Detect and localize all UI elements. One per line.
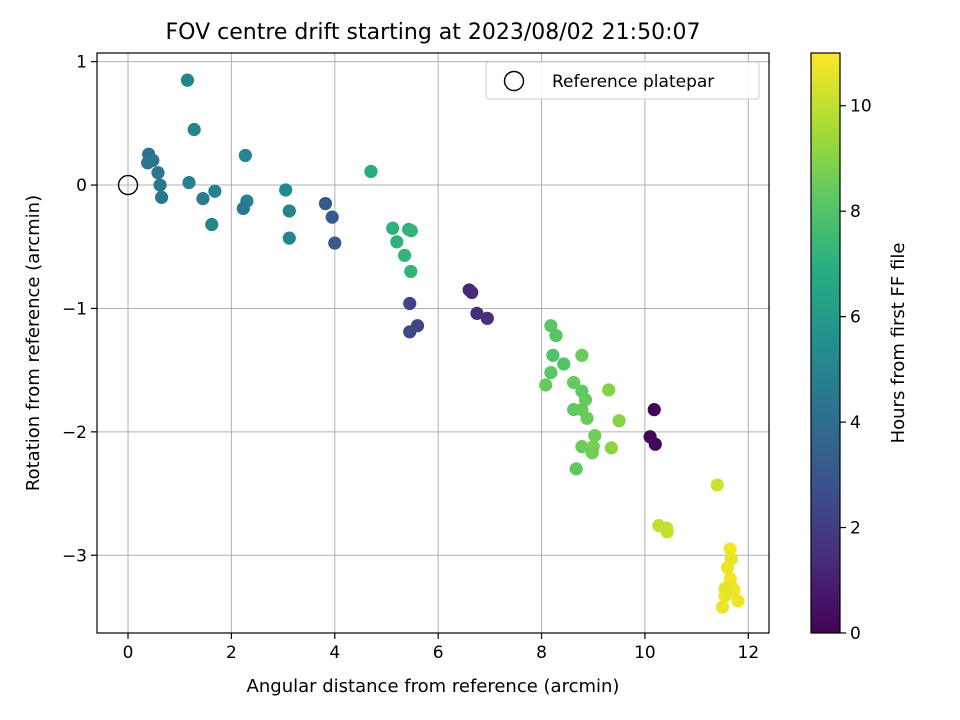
data-point	[723, 542, 737, 556]
data-point	[397, 248, 412, 262]
data-point	[282, 204, 296, 218]
x-axis-label: Angular distance from reference (arcmin)	[247, 676, 620, 697]
x-axis-ticks: 0 2 4 6 8 10 12	[123, 633, 760, 663]
data-point	[604, 441, 618, 455]
legend-marker-open-circle	[503, 70, 525, 92]
plot-frame	[96, 52, 770, 634]
data-point	[715, 600, 730, 614]
data-point	[546, 348, 560, 362]
data-point	[557, 357, 571, 371]
data-point	[731, 594, 745, 608]
data-point	[151, 166, 165, 180]
data-point	[187, 122, 201, 137]
plot-background	[97, 53, 769, 633]
data-point	[567, 375, 581, 390]
data-point	[721, 560, 735, 575]
data-point	[575, 348, 589, 362]
y-tick-label: −1	[62, 299, 87, 319]
x-tick-label: 6	[433, 643, 444, 663]
data-point	[470, 306, 484, 320]
data-point	[236, 201, 250, 216]
data-point	[722, 585, 736, 599]
data-point	[647, 403, 661, 417]
y-tick-label: 1	[76, 53, 87, 73]
data-points	[141, 73, 745, 614]
y-axis-label: Rotation from reference (arcmin)	[23, 195, 44, 491]
data-point	[282, 231, 296, 245]
data-point	[648, 437, 662, 451]
colorbar-tick-label: 2	[850, 519, 861, 539]
x-tick-label: 2	[226, 643, 237, 663]
data-point	[544, 319, 558, 333]
colorbar-label: Hours from first FF file	[888, 243, 909, 444]
data-point	[390, 235, 404, 249]
y-tick-label: −2	[62, 423, 87, 443]
x-tick-label: 4	[329, 643, 340, 663]
y-gridlines	[97, 61, 769, 556]
data-point	[205, 217, 219, 232]
legend-label: Reference platepar	[552, 72, 714, 92]
data-point	[155, 190, 169, 204]
data-point	[602, 383, 616, 397]
colorbar-gradient	[810, 52, 841, 634]
colorbar: 0 2 4 6 8 10 Hours from first FF file	[810, 52, 909, 644]
data-point	[569, 462, 583, 476]
legend-box	[485, 61, 760, 100]
legend: Reference platepar	[485, 61, 760, 100]
y-tick-label: 0	[76, 176, 87, 196]
data-point	[328, 236, 342, 250]
reference-platepar-marker	[117, 174, 139, 196]
x-tick-label: 0	[123, 643, 134, 663]
x-tick-label: 10	[634, 643, 656, 663]
x-tick-label: 12	[738, 643, 760, 663]
data-point	[403, 325, 417, 339]
data-point	[404, 224, 418, 238]
data-point	[403, 296, 417, 311]
colorbar-tick-label: 6	[850, 308, 861, 328]
data-point	[612, 414, 626, 428]
colorbar-ticks: 0 2 4 6 8 10	[840, 97, 872, 644]
colorbar-tick-label: 4	[850, 413, 861, 433]
reference-marker-group	[117, 174, 139, 196]
data-point	[182, 175, 196, 190]
data-point	[196, 192, 210, 206]
data-point	[279, 183, 293, 197]
data-point	[580, 411, 594, 425]
data-point	[585, 446, 599, 460]
data-point	[208, 184, 222, 198]
data-point	[660, 525, 674, 539]
data-point	[539, 378, 553, 392]
chart-title: FOV centre drift starting at 2023/08/02 …	[166, 20, 701, 45]
data-point	[238, 148, 252, 163]
data-point	[386, 221, 400, 235]
data-point	[318, 196, 333, 211]
data-point	[180, 73, 195, 87]
colorbar-tick-label: 0	[850, 624, 861, 644]
data-point	[588, 428, 602, 443]
x-tick-label: 8	[536, 643, 547, 663]
data-point	[710, 478, 724, 492]
y-tick-label: −3	[62, 546, 87, 566]
data-point	[544, 366, 558, 380]
data-point	[146, 153, 160, 167]
y-axis-ticks: 1 0 −1 −2 −3	[62, 53, 97, 566]
data-point	[480, 311, 494, 325]
data-point	[404, 264, 418, 279]
plot-area	[96, 52, 770, 634]
data-point	[153, 178, 167, 192]
colorbar-tick-label: 8	[850, 202, 861, 222]
data-point	[325, 210, 339, 224]
colorbar-tick-label: 10	[850, 97, 872, 117]
data-point	[465, 285, 479, 300]
data-point	[549, 328, 563, 343]
x-gridlines	[127, 53, 749, 633]
data-point	[575, 440, 589, 454]
data-point	[364, 164, 378, 179]
